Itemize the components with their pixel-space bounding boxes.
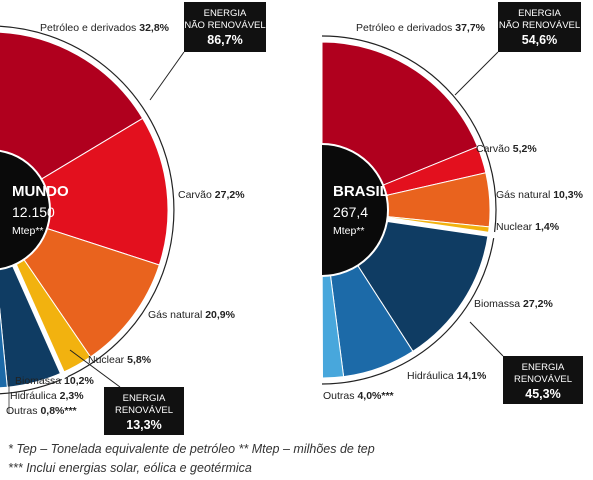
non-renewable-bracket — [0, 25, 175, 378]
slice-label-petroleo-e-derivados: Petróleo e derivados 32,8% — [40, 22, 170, 34]
group-separator — [10, 260, 67, 378]
group-subtitle: NÃO RENOVÁVEL — [184, 20, 265, 31]
center-value: 267,4 — [333, 204, 368, 220]
non-renewable-bracket — [322, 35, 497, 233]
center-disk — [0, 149, 51, 271]
footnote-tep: * Tep – Tonelada equivalente de petróleo… — [8, 442, 375, 456]
slice-label-gas-natural: Gás natural 10,3% — [496, 189, 584, 201]
renewable-bracket — [322, 238, 495, 385]
center-title: BRASIL — [333, 183, 389, 200]
slice-gas-natural — [0, 212, 160, 358]
group-callout-line — [149, 51, 185, 101]
group-callout-line — [454, 51, 499, 96]
group-value: 86,7% — [207, 33, 242, 47]
slice-petroleo-e-derivados — [0, 31, 144, 205]
group-title: ENERGIA — [204, 8, 247, 19]
slice-label-carvao: Carvão 27,2% — [178, 189, 245, 201]
chart-brasil: BRASIL 267,4 Mtep** Petróleo e derivados 37… — [322, 2, 584, 404]
slice-label-gas-natural: Gás natural 20,9% — [148, 309, 236, 321]
center-value: 12.150 — [12, 204, 55, 220]
group-title: ENERGIA — [123, 393, 166, 404]
slice-label-nuclear: Nuclear 5,8% — [88, 354, 152, 366]
slice-carvao — [0, 117, 169, 266]
group-subtitle: RENOVÁVEL — [115, 405, 173, 416]
slice-label-outras: Outras 4,0%*** — [323, 390, 395, 402]
slice-label-hidraulica: Hidráulica 2,3% — [10, 390, 84, 402]
center-unit: Mtep** — [333, 225, 365, 237]
slice-label-hidraulica: Hidráulica 14,1% — [407, 370, 487, 382]
slice-label-biomassa: Biomassa 27,2% — [474, 298, 553, 310]
group-callout-line — [469, 321, 504, 357]
chart-mundo: MUNDO 12.150 Mtep** Petróleo e derivados 32… — [0, 2, 266, 435]
group-separator — [383, 216, 493, 238]
group-title: ENERGIA — [522, 362, 565, 373]
pie-plot — [0, 25, 175, 395]
group-title: ENERGIA — [518, 8, 561, 19]
slice-label-nuclear: Nuclear 1,4% — [496, 221, 560, 233]
group-subtitle: RENOVÁVEL — [514, 374, 572, 385]
group-value: 45,3% — [525, 387, 560, 401]
slice-label-carvao: Carvão 5,2% — [476, 143, 537, 155]
group-subtitle: NÃO RENOVÁVEL — [499, 20, 580, 31]
pie-plot — [322, 35, 497, 385]
center-disk — [322, 143, 389, 277]
footnote-renewables: *** Inclui energias solar, eólica e geot… — [8, 461, 252, 475]
slice-label-outras: Outras 0,8%*** — [6, 405, 78, 417]
group-callout-line — [69, 349, 121, 388]
center-unit: Mtep** — [12, 225, 44, 237]
slice-label-petroleo-e-derivados: Petróleo e derivados 37,7% — [356, 22, 486, 34]
energy-matrix-figure: MUNDO 12.150 Mtep** Petróleo e derivados 32… — [0, 2, 584, 435]
center-title: MUNDO — [12, 183, 69, 200]
renewable-bracket — [0, 378, 62, 395]
group-value: 13,3% — [126, 418, 161, 432]
slice-hidraulica — [0, 307, 8, 389]
group-value: 54,6% — [522, 33, 557, 47]
footnotes: * Tep – Tonelada equivalente de petróleo… — [8, 440, 588, 478]
slice-label-biomassa: Biomassa 10,2% — [15, 375, 94, 387]
